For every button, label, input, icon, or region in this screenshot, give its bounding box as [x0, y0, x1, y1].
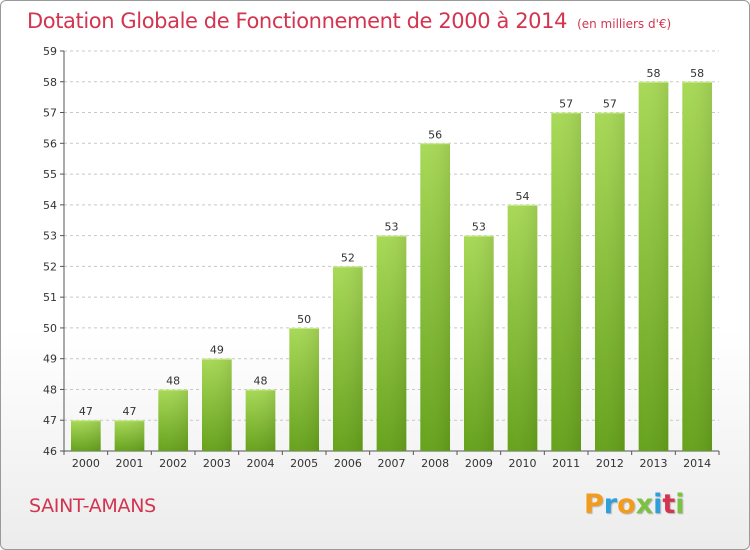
- y-tick-label: 50: [43, 322, 57, 335]
- data-label: 57: [603, 98, 617, 111]
- y-tick-label: 55: [43, 168, 57, 181]
- proxiti-logo[interactable]: Proxiti: [584, 489, 685, 520]
- x-tick-label: 2009: [465, 457, 493, 470]
- logo-letter: r: [603, 489, 618, 520]
- bar-shade: [507, 204, 538, 451]
- x-tick-label: 2005: [290, 457, 318, 470]
- logo-letter: t: [662, 489, 676, 520]
- y-tick-label: 53: [43, 230, 57, 243]
- data-label: 48: [254, 374, 268, 387]
- bar-shade: [289, 327, 320, 451]
- x-tick-label: 2010: [509, 457, 537, 470]
- y-tick-label: 59: [43, 45, 57, 58]
- data-label: 48: [166, 374, 180, 387]
- y-tick-label: 51: [43, 291, 57, 304]
- y-tick-label: 58: [43, 76, 57, 89]
- logo-letter: x: [635, 489, 654, 520]
- bar-shade: [114, 420, 145, 451]
- data-label: 47: [123, 405, 137, 418]
- x-tick-label: 2013: [640, 457, 668, 470]
- y-tick-label: 48: [43, 383, 57, 396]
- x-tick-label: 2007: [378, 457, 406, 470]
- data-label: 56: [428, 128, 442, 141]
- data-label: 47: [79, 405, 93, 418]
- bar-shade: [332, 266, 363, 451]
- y-tick-label: 46: [43, 445, 57, 458]
- bar-shade: [420, 143, 451, 452]
- x-tick-label: 2000: [72, 457, 100, 470]
- bar-shade: [682, 81, 713, 452]
- data-label: 53: [385, 221, 399, 234]
- y-tick-label: 56: [43, 137, 57, 150]
- y-tick-label: 57: [43, 107, 57, 120]
- x-tick-label: 2011: [552, 457, 580, 470]
- x-tick-label: 2008: [421, 457, 449, 470]
- data-label: 54: [516, 190, 530, 203]
- bar-shade: [201, 358, 232, 451]
- data-label: 58: [647, 67, 661, 80]
- bar-shade: [70, 420, 101, 451]
- unit-note: (en milliers d'€): [577, 17, 672, 31]
- bar-shade: [158, 389, 189, 451]
- axes: 46 47 48 49 50 51 52 53 54 55 56 57 58 59 2000 2001 2002…: [43, 45, 720, 470]
- x-tick-label: 2003: [203, 457, 231, 470]
- chart-title-text: Dotation Globale de Fonctionnement de 20…: [27, 9, 568, 33]
- y-tick-label: 47: [43, 414, 57, 427]
- x-tick-label: 2002: [159, 457, 187, 470]
- x-tick-label: 2004: [247, 457, 275, 470]
- bar-shade: [594, 112, 625, 452]
- bars: [70, 81, 713, 452]
- bar-shade: [376, 235, 407, 451]
- data-labels: 47 47 48 49 48 50 52 53 56 53 54 57 57 58 58: [79, 67, 704, 418]
- logo-letter: o: [617, 489, 636, 520]
- data-label: 58: [690, 67, 704, 80]
- chart-title: Dotation Globale de Fonctionnement de 20…: [27, 9, 671, 33]
- bar-shade: [551, 112, 582, 452]
- bar-shade: [463, 235, 494, 451]
- x-tick-label: 2012: [596, 457, 624, 470]
- y-tick-label: 52: [43, 260, 57, 273]
- data-label: 49: [210, 344, 224, 357]
- data-label: 50: [297, 313, 311, 326]
- data-label: 52: [341, 251, 355, 264]
- x-tick-label: 2006: [334, 457, 362, 470]
- data-label: 57: [559, 98, 573, 111]
- data-label: 53: [472, 221, 486, 234]
- x-tick-label: 2001: [116, 457, 144, 470]
- logo-letter: i: [675, 489, 685, 520]
- commune-name: SAINT-AMANS: [29, 495, 156, 517]
- bar-shade: [638, 81, 669, 452]
- logo-letter: P: [584, 489, 604, 520]
- y-tick-label: 54: [43, 199, 57, 212]
- bar-shade: [245, 389, 276, 451]
- y-tick-label: 49: [43, 353, 57, 366]
- x-tick-label: 2014: [683, 457, 711, 470]
- logo-letter: i: [653, 489, 663, 520]
